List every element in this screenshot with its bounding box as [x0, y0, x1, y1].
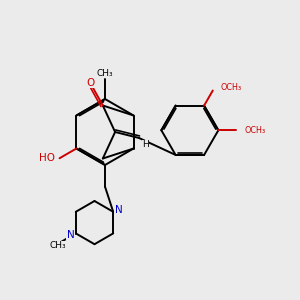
Text: OCH₃: OCH₃	[244, 126, 265, 135]
Text: N: N	[115, 205, 122, 215]
Text: N: N	[67, 230, 74, 240]
Text: O: O	[86, 78, 95, 88]
Text: OCH₃: OCH₃	[220, 83, 242, 92]
Text: CH₃: CH₃	[49, 241, 66, 250]
Text: CH₃: CH₃	[97, 69, 113, 78]
Text: H: H	[142, 140, 149, 149]
Text: HO: HO	[39, 153, 55, 163]
